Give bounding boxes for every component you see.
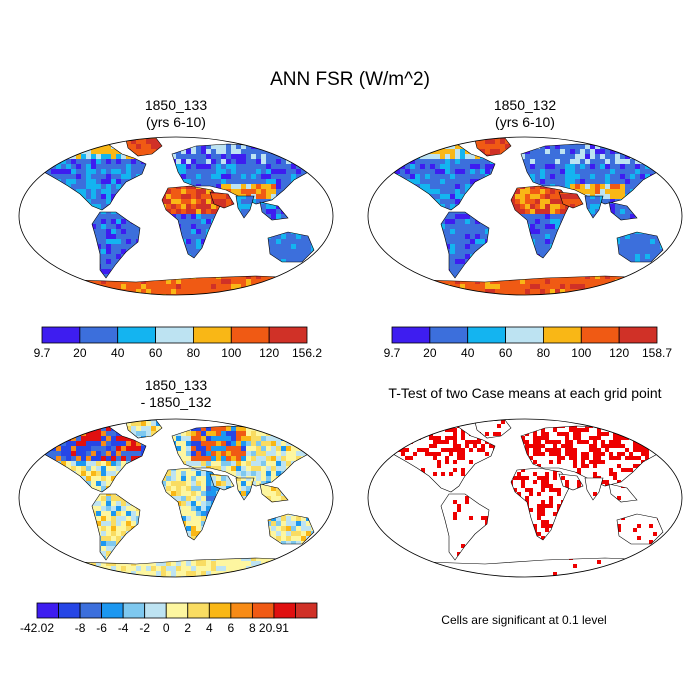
colorbar-swatch xyxy=(193,327,231,343)
colorbar-tick-label: 40 xyxy=(111,346,125,360)
main-title: ANN FSR (W/m^2) xyxy=(270,69,430,90)
colorbar-swatch xyxy=(80,327,118,343)
colorbar-tick-label: 100 xyxy=(221,346,241,360)
footnote: Cells are significant at 0.1 level xyxy=(441,613,606,627)
colorbar-swatch xyxy=(80,603,102,618)
colorbar-tick-label: 20 xyxy=(73,346,87,360)
panel-case1-title-line2: (yrs 6-10) xyxy=(146,114,206,130)
colorbar-swatch xyxy=(231,603,253,618)
colorbar-swatch xyxy=(543,327,581,343)
colorbar-swatch xyxy=(188,603,210,618)
colorbar-case2: 9.7 20 40 60 80 100 120 158.7 xyxy=(384,327,673,360)
colorbar-swatch xyxy=(295,603,317,618)
colorbar-tick-label: 40 xyxy=(461,346,475,360)
colorbar-tick-label: 120 xyxy=(259,346,279,360)
colorbar-tick-label: 120 xyxy=(609,346,629,360)
colorbar-swatch xyxy=(118,327,156,343)
colorbar-tick-label: 8 xyxy=(249,621,256,635)
colorbar-tick-label: 60 xyxy=(149,346,163,360)
colorbar-swatch xyxy=(506,327,544,343)
colorbar-swatch xyxy=(156,327,194,343)
colorbar-diff: -42.02 -8 -6 -4 -2 0 2 4 6 8 20.91 xyxy=(20,603,317,635)
colorbar-tick-label: 80 xyxy=(537,346,551,360)
colorbar-tick-label: -4 xyxy=(118,621,129,635)
colorbar-swatch xyxy=(37,603,59,618)
colorbar-tick-label: -8 xyxy=(75,621,86,635)
colorbar-swatch xyxy=(430,327,468,343)
panel-case1: 1850_133 (yrs 6-10) 9.7 20 40 60 80 100 120 156… xyxy=(16,97,341,360)
colorbar-swatch xyxy=(468,327,506,343)
panel-case2-title-line1: 1850_132 xyxy=(494,97,557,113)
colorbar-swatch xyxy=(166,603,188,618)
colorbar-tick-label: 4 xyxy=(206,621,213,635)
colorbar-tick-label: -6 xyxy=(96,621,107,635)
panel-diff: 1850_133 - 1850_132 -42.02 -8 -6 -4 -2 0 2 4 6 8 2… xyxy=(16,377,341,635)
colorbar-case1: 9.7 20 40 60 80 100 120 156.2 xyxy=(34,327,323,360)
map-case1 xyxy=(16,134,341,304)
colorbar-swatch xyxy=(392,327,430,343)
colorbar-swatch xyxy=(123,603,145,618)
panel-case2: 1850_132 (yrs 6-10) 9.7 20 40 60 80 100 120 158… xyxy=(365,97,690,360)
colorbar-swatch xyxy=(145,603,167,618)
colorbar-tick-label: 20 xyxy=(423,346,437,360)
panel-ttest: T-Test of two Case means at each grid po… xyxy=(365,385,689,627)
colorbar-tick-label: 9.7 xyxy=(384,346,401,360)
colorbar-tick-label: 156.2 xyxy=(292,346,322,360)
panel-case2-title-line2: (yrs 6-10) xyxy=(495,114,555,130)
map-diff xyxy=(16,416,341,586)
colorbar-tick-label: 158.7 xyxy=(642,346,672,360)
colorbar-tick-label: 9.7 xyxy=(34,346,51,360)
colorbar-swatch xyxy=(619,327,657,343)
colorbar-tick-label: 2 xyxy=(184,621,191,635)
panel-diff-title-line2: - 1850_132 xyxy=(141,394,212,410)
colorbar-tick-label: 0 xyxy=(163,621,170,635)
map-case2 xyxy=(365,134,690,304)
colorbar-swatch xyxy=(252,603,274,618)
colorbar-tick-label: 100 xyxy=(571,346,591,360)
colorbar-swatch xyxy=(42,327,80,343)
colorbar-swatch xyxy=(59,603,81,618)
colorbar-swatch xyxy=(581,327,619,343)
colorbar-tick-label: 80 xyxy=(187,346,201,360)
colorbar-tick-label: 6 xyxy=(228,621,235,635)
colorbar-tick-label: 20.91 xyxy=(259,621,289,635)
panel-diff-title-line1: 1850_133 xyxy=(145,377,208,393)
colorbar-swatch xyxy=(231,327,269,343)
map-ttest xyxy=(365,416,689,584)
colorbar-swatch xyxy=(269,327,307,343)
colorbar-tick-label: 60 xyxy=(499,346,513,360)
colorbar-swatch xyxy=(274,603,296,618)
panel-case1-title-line1: 1850_133 xyxy=(145,97,208,113)
colorbar-tick-label: -2 xyxy=(139,621,150,635)
panel-ttest-title: T-Test of two Case means at each grid po… xyxy=(388,385,661,401)
colorbar-swatch xyxy=(209,603,231,618)
colorbar-swatch xyxy=(102,603,124,618)
colorbar-tick-label: -42.02 xyxy=(20,621,54,635)
